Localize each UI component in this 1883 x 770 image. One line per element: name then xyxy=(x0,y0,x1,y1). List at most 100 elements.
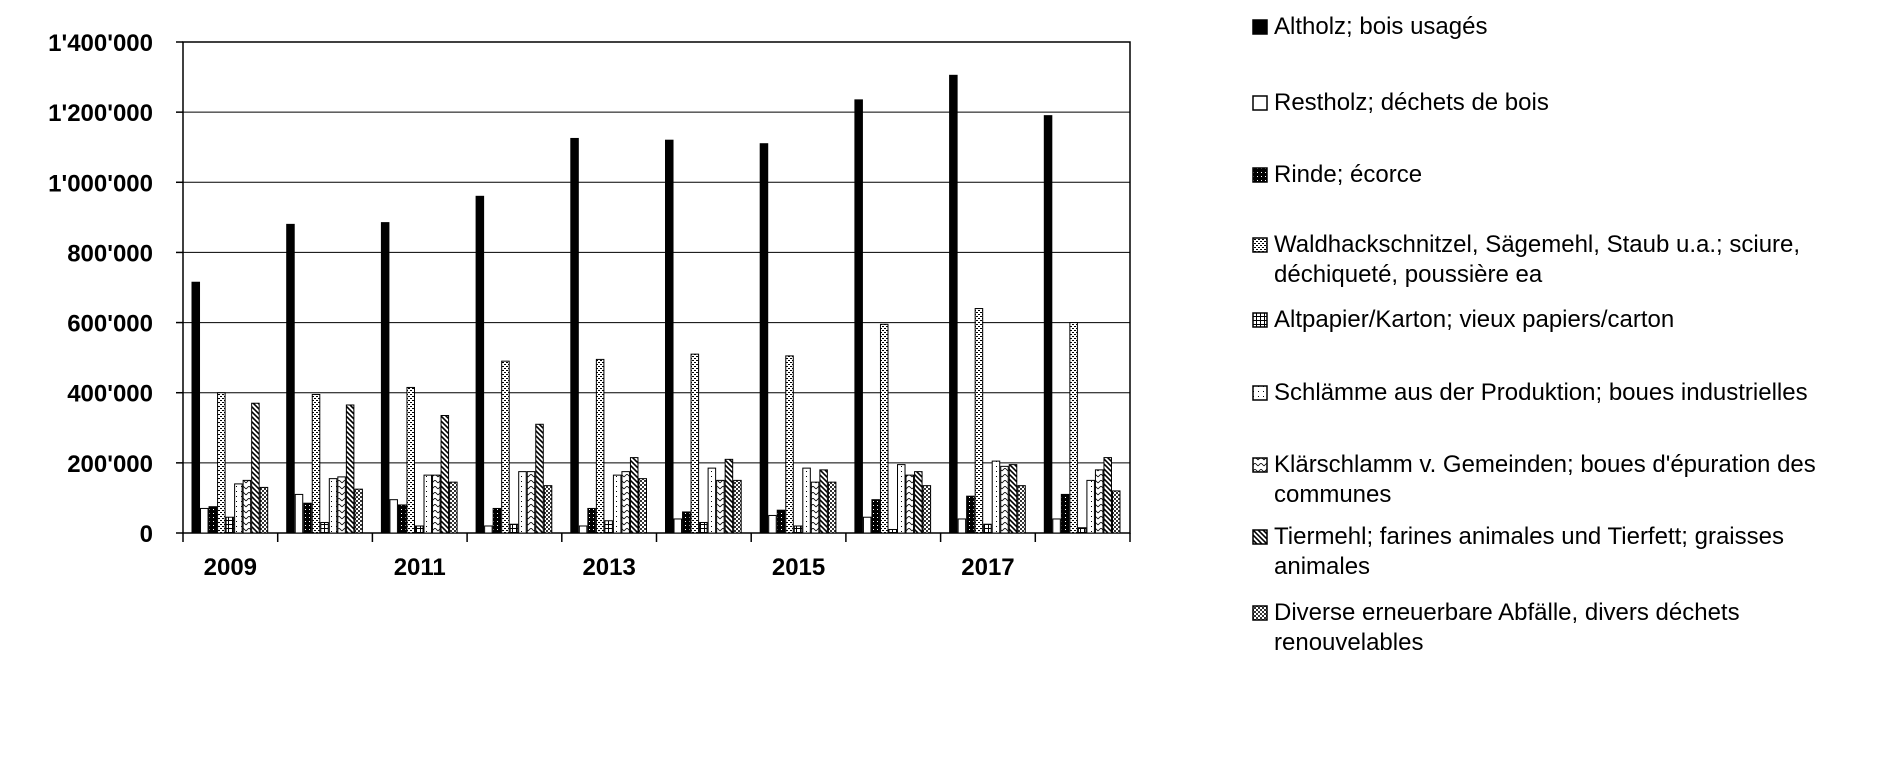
bar-series-3-2009 xyxy=(208,506,218,534)
legend-label: Schlämme aus der Produktion; boues indus… xyxy=(1274,379,1808,406)
bar-series-6-2015 xyxy=(802,467,811,534)
bar-series-8-2010 xyxy=(345,404,355,534)
y-tick-label: 600'000 xyxy=(67,311,153,338)
bar-series-5-2009 xyxy=(225,516,235,534)
bar-series-3-2010 xyxy=(303,502,312,534)
bar-series-2-2018 xyxy=(1052,518,1061,534)
bar-series-5-2018 xyxy=(1077,527,1087,534)
legend-swatch xyxy=(1252,19,1268,35)
bar-chart: 0 200'000 400'000 600'000 800'000 1'000'000 1'… xyxy=(48,30,1131,581)
bar-series-7-2012 xyxy=(526,471,536,534)
legend-item: Altholz; bois usagés xyxy=(1250,12,1874,42)
bar-series-8-2012 xyxy=(535,423,544,534)
bar-series-8-2011 xyxy=(440,415,450,534)
bar-series-7-2017 xyxy=(1000,465,1009,534)
legend: Altholz; bois usagés Restholz; déchets de… xyxy=(1250,0,1880,770)
bar-series-2-2014 xyxy=(673,518,683,534)
bar-series-2-2010 xyxy=(294,493,304,534)
bar-series-5-2017 xyxy=(983,523,992,534)
legend-swatch xyxy=(1252,457,1268,473)
bar-series-6-2018 xyxy=(1086,479,1095,534)
legend-swatch xyxy=(1252,385,1268,401)
bar-series-6-2013 xyxy=(612,474,622,534)
legend-swatch xyxy=(1252,529,1268,545)
bar-series-3-2014 xyxy=(682,511,691,534)
bar-series-9-2017 xyxy=(1017,485,1026,534)
legend-label: Klärschlamm v. Gemeinden; boues d'épurat… xyxy=(1274,451,1816,508)
y-tick-label: 1'000'000 xyxy=(48,170,153,197)
bar-series-1-2012 xyxy=(475,195,485,534)
bar-series-3-2013 xyxy=(587,507,596,534)
bar-series-4-2012 xyxy=(501,360,510,534)
bar-series-9-2014 xyxy=(733,479,742,534)
bar-series-6-2011 xyxy=(423,474,433,534)
bar-series-4-2015 xyxy=(785,355,794,534)
bar-series-4-2017 xyxy=(974,308,984,534)
bar-series-2-2017 xyxy=(957,518,967,534)
bar-series-9-2011 xyxy=(449,481,458,534)
bar-series-1-2010 xyxy=(286,223,295,534)
bar-series-9-2018 xyxy=(1111,490,1121,534)
bar-series-5-2016 xyxy=(888,528,898,534)
bar-series-5-2010 xyxy=(320,521,329,534)
bar-series-2-2011 xyxy=(389,499,398,534)
bar-series-8-2014 xyxy=(724,458,734,534)
bar-series-7-2011 xyxy=(432,474,441,534)
x-tick-label: 2017 xyxy=(961,554,1014,581)
bar-series-9-2015 xyxy=(827,481,837,534)
bar-series-5-2014 xyxy=(699,521,708,534)
bar-series-4-2011 xyxy=(406,386,415,534)
bar-series-6-2014 xyxy=(707,467,717,534)
y-tick-label: 800'000 xyxy=(67,240,153,267)
bar-series-4-2010 xyxy=(311,393,321,534)
bar-series-3-2016 xyxy=(871,499,880,534)
bar-series-6-2017 xyxy=(991,460,1001,534)
bar-series-2-2013 xyxy=(578,525,588,534)
legend-item: Klärschlamm v. Gemeinden; boues d'épurat… xyxy=(1250,450,1874,510)
bar-series-1-2015 xyxy=(759,143,769,534)
bar-series-8-2018 xyxy=(1103,457,1112,534)
bar-series-3-2011 xyxy=(397,504,407,534)
x-tick-label: 2015 xyxy=(772,554,825,581)
x-tick-label: 2009 xyxy=(204,554,257,581)
bar-series-7-2013 xyxy=(621,471,630,534)
bar-series-6-2012 xyxy=(518,471,527,534)
legend-item: Tiermehl; farines animales und Tierfett;… xyxy=(1250,522,1874,582)
legend-item: Schlämme aus der Produktion; boues indus… xyxy=(1250,378,1874,408)
bar-series-8-2017 xyxy=(1008,464,1018,534)
bar-series-9-2016 xyxy=(922,485,932,534)
bar-series-4-2009 xyxy=(217,392,226,534)
bar-series-8-2013 xyxy=(629,457,639,534)
bar-series-3-2015 xyxy=(776,509,786,534)
bar-series-8-2016 xyxy=(914,471,923,534)
legend-item: Diverse erneuerbare Abfälle, divers déch… xyxy=(1250,598,1874,658)
bar-series-7-2009 xyxy=(242,479,252,534)
bar-series-4-2013 xyxy=(595,358,605,534)
legend-swatch xyxy=(1252,237,1268,253)
bar-series-7-2018 xyxy=(1094,469,1104,534)
bar-series-4-2014 xyxy=(690,353,700,534)
bar-series-5-2015 xyxy=(793,525,803,534)
bar-series-6-2010 xyxy=(328,478,338,534)
bar-series-7-2015 xyxy=(810,481,820,534)
y-axis-tick-labels: 0 200'000 400'000 600'000 800'000 1'000'000 1'… xyxy=(48,30,153,548)
bar-series-5-2012 xyxy=(509,523,519,534)
bar-series-4-2018 xyxy=(1069,322,1078,534)
bar-series-1-2018 xyxy=(1043,115,1053,534)
bar-series-8-2015 xyxy=(819,469,828,534)
y-tick-label: 1'200'000 xyxy=(48,100,153,127)
bar-series-5-2011 xyxy=(414,525,424,534)
legend-label: Restholz; déchets de bois xyxy=(1274,89,1549,116)
bar-series-7-2010 xyxy=(337,476,346,534)
bar-series-3-2018 xyxy=(1060,493,1070,534)
y-tick-label: 1'400'000 xyxy=(48,30,153,57)
bar-series-2-2016 xyxy=(862,516,872,534)
x-axis-tick-labels: 2009 2011 2013 2015 2017 xyxy=(204,554,1015,581)
bar-series-9-2009 xyxy=(259,486,269,534)
legend-label: Altpapier/Karton; vieux papiers/carton xyxy=(1274,306,1675,333)
bar-series-7-2014 xyxy=(716,479,725,534)
bar-series-6-2016 xyxy=(897,464,906,534)
gridlines xyxy=(176,41,1131,542)
x-tick-label: 2011 xyxy=(394,554,446,581)
bar-series-1-2016 xyxy=(854,99,863,534)
